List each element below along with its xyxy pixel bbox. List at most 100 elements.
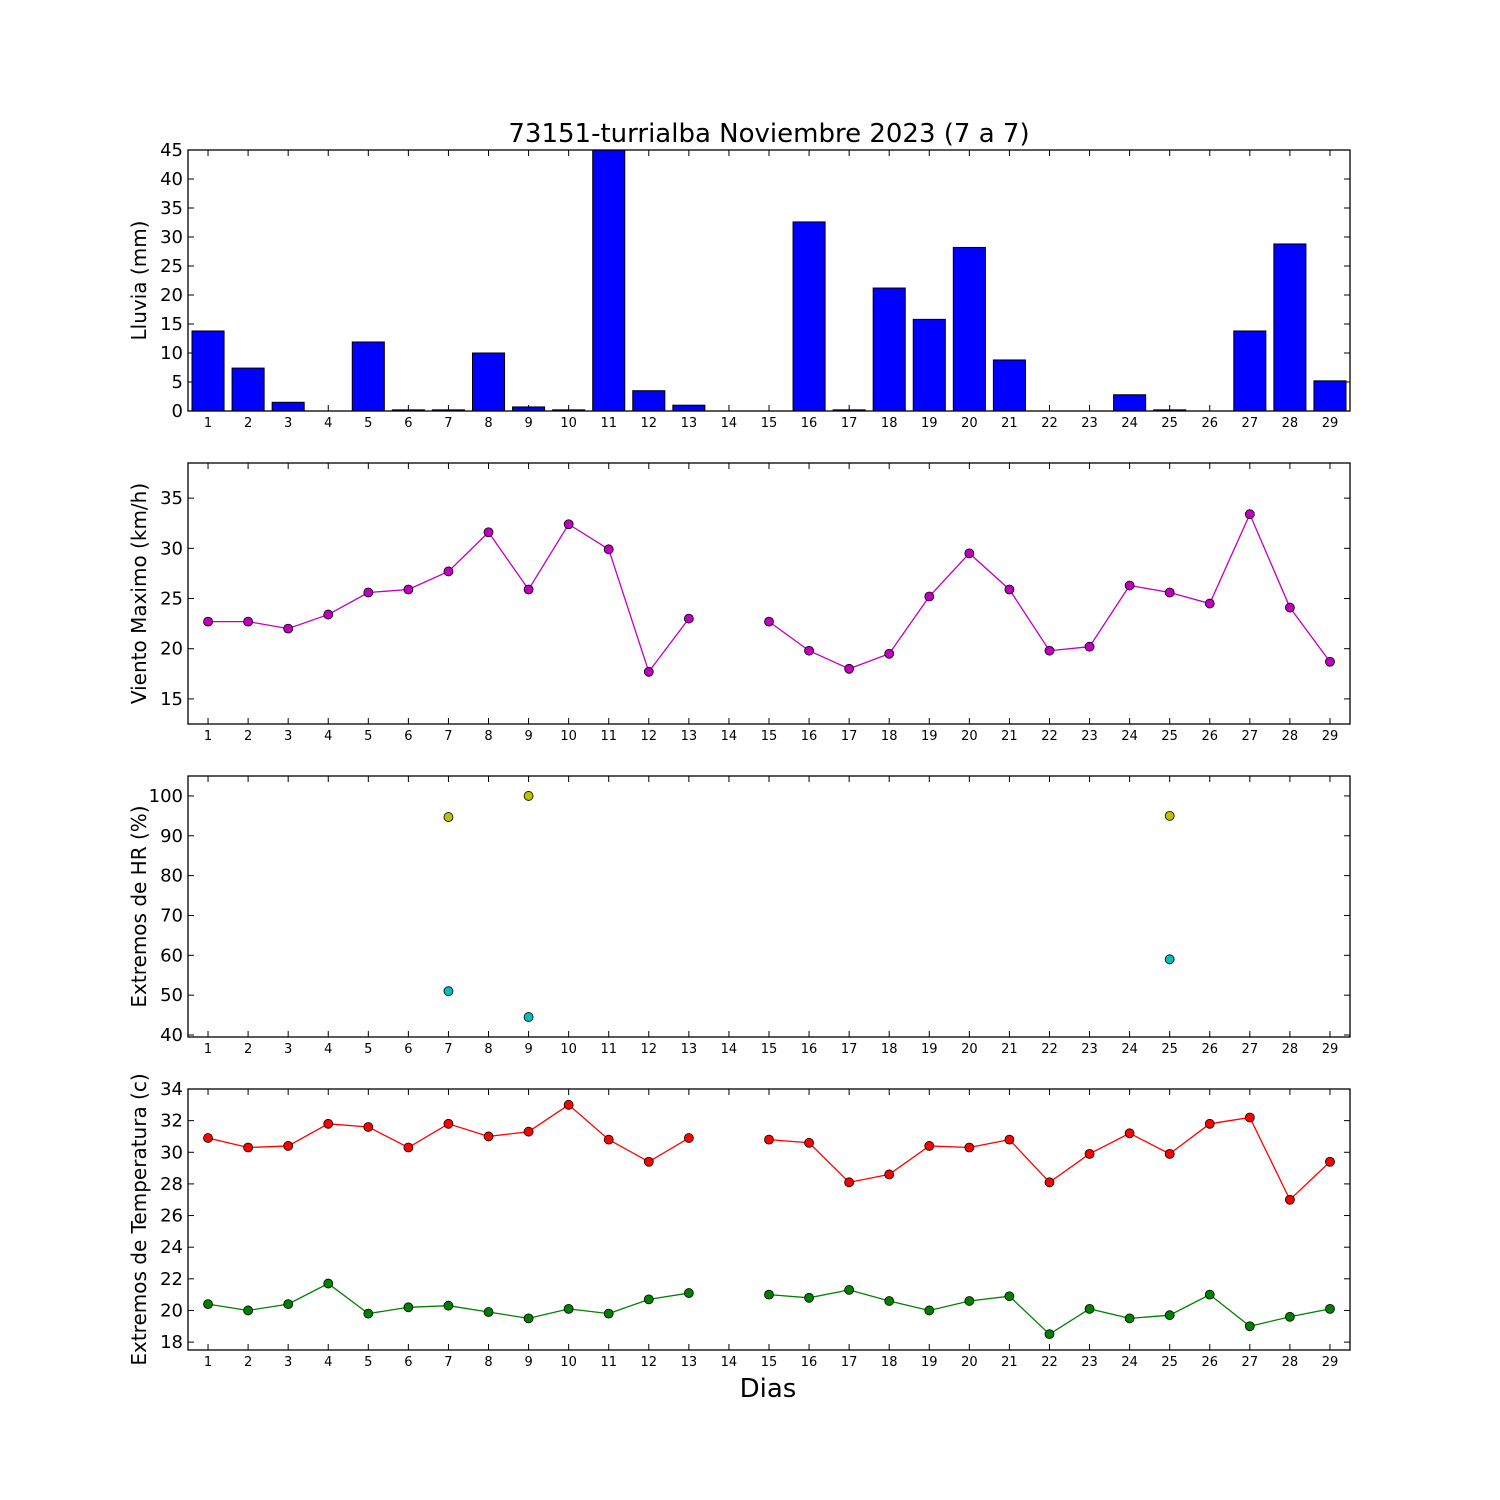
temperature-data-point — [683, 1288, 694, 1298]
humidity-xtick-label: 4 — [324, 1042, 332, 1057]
wind-xtick-label: 27 — [1242, 729, 1259, 744]
temperature-xtick-label: 2 — [244, 1355, 252, 1370]
temperature-data-point — [403, 1142, 414, 1153]
temperature-data-point — [1044, 1177, 1055, 1188]
rain-bar — [1273, 243, 1307, 412]
wind-data-point — [1325, 656, 1335, 667]
temperature-data-point — [363, 1308, 374, 1319]
temperature-data-point — [443, 1118, 454, 1129]
wind-xtick-label: 21 — [1001, 729, 1018, 744]
humidity-ytick-label: 90 — [160, 826, 183, 847]
temperature-xtick-label: 4 — [324, 1355, 332, 1370]
wind-plot-frame — [187, 462, 1351, 725]
temperature-data-point — [924, 1305, 935, 1316]
wind-xtick-label: 25 — [1161, 729, 1178, 744]
humidity-xtick-label: 24 — [1121, 1042, 1138, 1057]
wind-xtick-label: 3 — [284, 729, 292, 744]
temperature-xtick-label: 6 — [404, 1355, 412, 1370]
rain-xtick-label: 21 — [1001, 416, 1018, 431]
temperature-xtick-label: 16 — [801, 1355, 818, 1370]
temperature-xtick-label: 12 — [641, 1355, 658, 1370]
rain-xtick-label: 20 — [961, 416, 978, 431]
wind-xtick-label: 18 — [881, 729, 898, 744]
temperature-data-point — [964, 1296, 975, 1306]
wind-xtick-label: 16 — [801, 729, 818, 744]
wind-xtick-label: 13 — [681, 729, 698, 744]
wind-data-point — [603, 544, 614, 555]
wind-xtick-label: 4 — [324, 729, 332, 744]
temperature-xtick-label: 15 — [761, 1355, 778, 1370]
humidity-data-point — [1164, 810, 1175, 821]
rain-xtick-label: 12 — [641, 416, 658, 431]
wind-data-point — [563, 519, 574, 530]
wind-data-point — [884, 648, 895, 659]
temperature-xtick-label: 10 — [560, 1355, 577, 1370]
humidity-ytick-label: 40 — [160, 1025, 183, 1046]
temperature-data-point — [1204, 1289, 1215, 1300]
rain-bar — [231, 367, 265, 412]
temperature-xtick-label: 27 — [1242, 1355, 1259, 1370]
temperature-data-point — [603, 1308, 614, 1319]
temperature-data-point — [964, 1142, 975, 1153]
rain-xtick-label: 16 — [801, 416, 818, 431]
humidity-xtick-label: 15 — [761, 1042, 778, 1057]
wind-xtick-label: 17 — [841, 729, 858, 744]
wind-data-point — [924, 591, 935, 602]
wind-xtick-label: 14 — [721, 729, 738, 744]
temperature-xtick-label: 11 — [600, 1355, 617, 1370]
temperature-data-point — [283, 1299, 294, 1310]
humidity-xtick-label: 13 — [681, 1042, 698, 1057]
wind-y-axis-label: Viento Maximo (km/h) — [127, 483, 151, 704]
rain-xtick-label: 24 — [1121, 416, 1138, 431]
temperature-data-point — [804, 1137, 814, 1148]
temperature-data-point — [1004, 1291, 1015, 1302]
humidity-xtick-label: 26 — [1201, 1042, 1218, 1057]
rain-bar — [1313, 380, 1347, 412]
rain-xtick-label: 10 — [560, 416, 577, 431]
rain-ytick-label: 35 — [160, 198, 183, 219]
wind-xtick-label: 9 — [524, 729, 532, 744]
rain-ytick-label: 5 — [172, 372, 183, 393]
temperature-data-point — [1284, 1194, 1295, 1205]
temperature-data-point — [1164, 1148, 1175, 1159]
wind-data-point — [1284, 602, 1295, 613]
rain-ytick-label: 10 — [160, 343, 183, 364]
temperature-xtick-label: 25 — [1161, 1355, 1178, 1370]
temperature-data-point — [1325, 1156, 1335, 1167]
rain-bar — [792, 221, 826, 412]
rain-ytick-label: 30 — [160, 227, 183, 248]
wind-xtick-label: 28 — [1282, 729, 1299, 744]
temperature-series-line — [207, 1104, 690, 1163]
humidity-xtick-label: 1 — [204, 1042, 212, 1057]
rain-xtick-label: 9 — [524, 416, 532, 431]
wind-xtick-label: 23 — [1081, 729, 1098, 744]
rain-ytick-label: 0 — [172, 401, 183, 422]
humidity-xtick-label: 23 — [1081, 1042, 1098, 1057]
rain-xtick-label: 15 — [761, 416, 778, 431]
wind-xtick-label: 29 — [1322, 729, 1339, 744]
rain-xtick-label: 13 — [681, 416, 698, 431]
temperature-data-point — [1124, 1313, 1135, 1324]
wind-xtick-label: 6 — [404, 729, 412, 744]
wind-ytick-label: 35 — [160, 488, 183, 509]
humidity-y-axis-label: Extremos de HR (%) — [127, 805, 151, 1007]
wind-xtick-label: 1 — [204, 729, 212, 744]
wind-data-point — [643, 666, 654, 677]
rain-xtick-label: 5 — [364, 416, 372, 431]
temperature-y-axis-label: Extremos de Temperatura (c) — [127, 1073, 151, 1365]
temperature-xtick-label: 18 — [881, 1355, 898, 1370]
humidity-data-point — [1164, 954, 1175, 965]
temperature-data-point — [764, 1289, 774, 1300]
humidity-ytick-label: 70 — [160, 905, 183, 926]
wind-ytick-label: 20 — [160, 639, 183, 660]
temperature-data-point — [844, 1177, 855, 1188]
rain-bar — [672, 404, 706, 412]
rain-bar — [632, 390, 666, 412]
humidity-xtick-label: 3 — [284, 1042, 292, 1057]
temperature-data-point — [483, 1131, 494, 1142]
chart-title: 73151-turrialba Noviembre 2023 (7 a 7) — [508, 119, 1029, 149]
temperature-data-point — [443, 1300, 454, 1311]
temperature-data-point — [403, 1302, 414, 1313]
wind-data-point — [1004, 584, 1015, 595]
